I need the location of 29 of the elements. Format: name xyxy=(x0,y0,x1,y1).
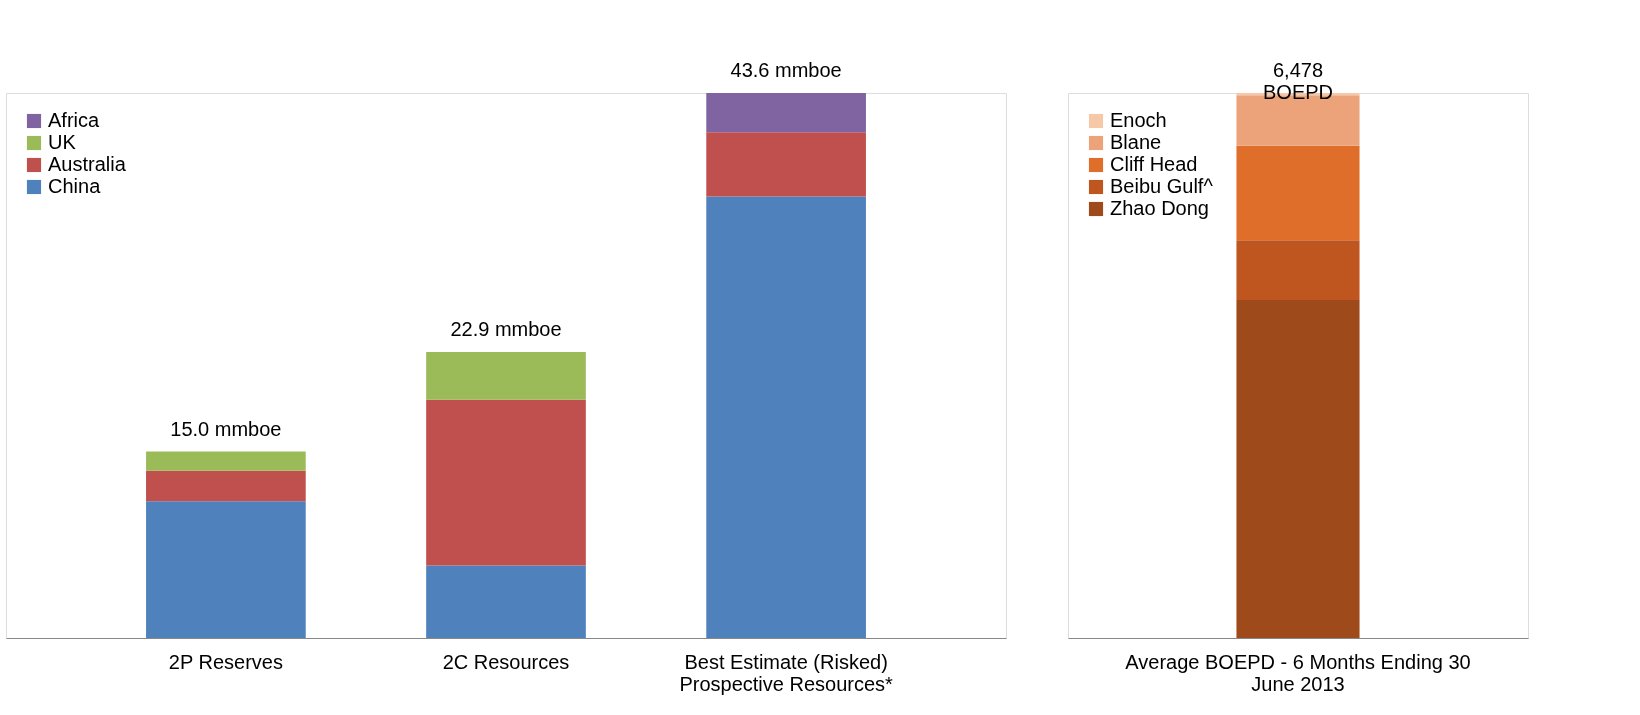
legend-label: Africa xyxy=(48,109,100,131)
bar xyxy=(426,565,586,638)
x-tick-label: Average BOEPD - 6 Months Ending 30 June 2013 xyxy=(1125,650,1471,695)
bar xyxy=(146,501,306,638)
x-tick-label: 2C Resources xyxy=(442,650,570,673)
legend-label: Australia xyxy=(48,153,127,175)
bar xyxy=(1236,300,1360,638)
x-tick-label: 2P Reserves xyxy=(168,650,283,673)
x-tick-label: Best Estimate (Risked) Prospective Resources* xyxy=(679,650,894,695)
legend-label: Enoch xyxy=(1110,109,1167,131)
legend-label: Blane xyxy=(1110,131,1162,153)
annotation: 22.9 mmboe xyxy=(450,317,562,340)
legend-label: China xyxy=(48,175,102,197)
bar xyxy=(706,132,866,197)
bar xyxy=(706,196,866,638)
legend-label: Cliff Head xyxy=(1110,153,1198,175)
bar xyxy=(1236,240,1360,301)
bar xyxy=(1236,145,1360,241)
legend-label: Beibu Gulf^ xyxy=(1110,175,1214,197)
annotation: 43.6 mmboe xyxy=(730,59,842,81)
bar xyxy=(146,451,306,471)
annotation: 6,478 BOEPD xyxy=(1262,59,1334,103)
legend-label: Zhao Dong xyxy=(1110,197,1209,219)
bar xyxy=(146,470,306,502)
bar xyxy=(426,351,586,400)
bar xyxy=(706,93,866,133)
annotation: 15.0 mmboe xyxy=(170,417,282,440)
bar xyxy=(426,399,586,566)
legend-label: UK xyxy=(48,131,77,153)
